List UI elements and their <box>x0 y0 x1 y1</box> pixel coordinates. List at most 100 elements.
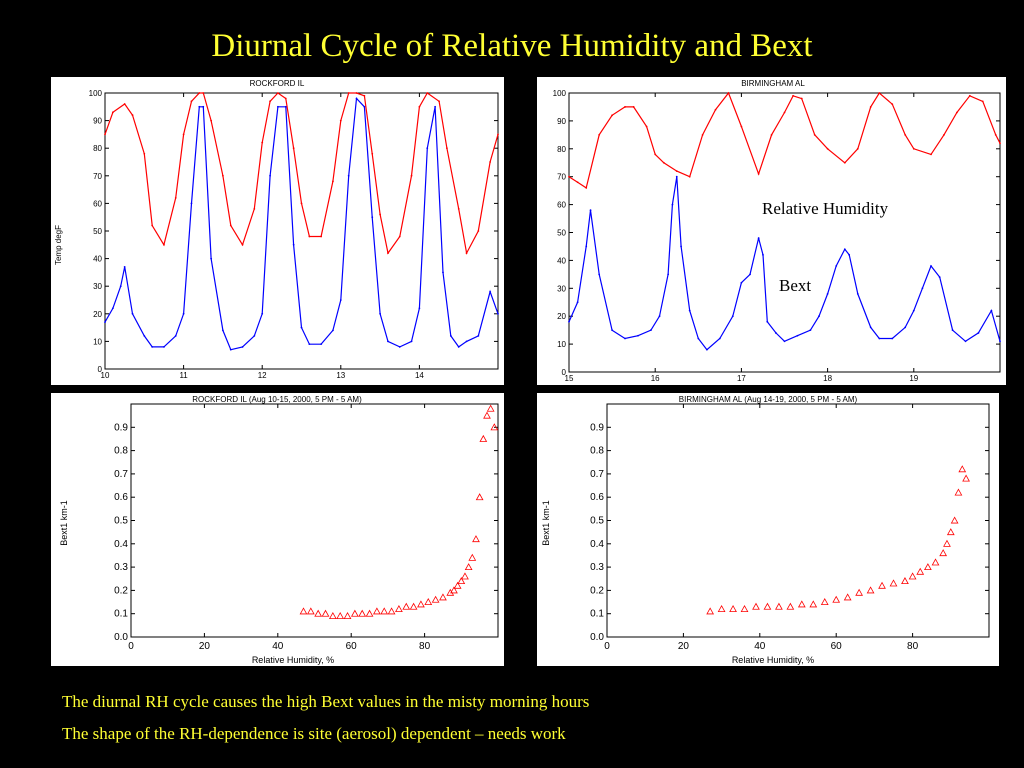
scatter-point <box>328 612 337 619</box>
bext-point <box>977 332 980 334</box>
scatter-point <box>809 600 818 608</box>
bext-annotation: Bext <box>779 276 811 295</box>
bext-point <box>190 202 193 205</box>
scatter-point <box>365 609 374 617</box>
y-tick-label: 0.0 <box>114 632 128 643</box>
plot-frame <box>130 403 499 638</box>
scatter-point <box>424 598 433 606</box>
bext-point <box>826 292 829 295</box>
y-tick-label: 60 <box>557 201 566 210</box>
birmingham-scatter-chart: BIRMINGHAM AL (Aug 14-19, 2000, 5 PM - 5… <box>541 395 990 665</box>
relative-humidity-point <box>229 224 232 227</box>
relative-humidity-point <box>104 133 106 136</box>
bext-point <box>198 105 201 108</box>
birmingham-scatter-panel: BIRMINGHAM AL (Aug 14-19, 2000, 5 PM - 5… <box>537 393 999 666</box>
relative-humidity-point <box>202 92 205 94</box>
scatter-point <box>373 607 381 615</box>
y-tick-label: 0.8 <box>590 446 604 457</box>
bext-point <box>731 315 734 318</box>
bext-point <box>688 309 691 312</box>
relative-humidity-point <box>477 230 480 232</box>
scatter-point <box>475 493 484 501</box>
chart-title: BIRMINGHAM AL <box>741 79 805 88</box>
relative-humidity-point <box>347 92 350 94</box>
scatter-point <box>464 563 473 571</box>
y-tick-label: 0.7 <box>114 469 128 480</box>
relative-humidity-point <box>131 114 134 116</box>
relative-humidity-point <box>222 174 224 177</box>
birmingham-timeseries-chart: BIRMINGHAM AL Relative Humidity Bext 0 10… <box>553 79 1001 383</box>
relative-humidity-point <box>387 252 389 254</box>
scatter-point <box>954 488 963 496</box>
caption-rh-dependence: The shape of the RH-dependence is site (… <box>62 724 566 743</box>
relative-humidity-point <box>465 252 468 254</box>
scatter-point <box>350 609 359 617</box>
scatter-point <box>946 528 955 536</box>
y-tick-label: 60 <box>93 199 102 208</box>
y-tick-label: 10 <box>557 340 566 349</box>
y-axis-label: Temp degF <box>54 225 63 265</box>
relative-humidity-point <box>277 92 279 94</box>
bext-point <box>667 273 670 276</box>
scatter-point <box>431 595 440 603</box>
x-tick-label: 10 <box>101 371 110 380</box>
plot-frame <box>568 92 1001 373</box>
relative-humidity-point <box>757 173 760 175</box>
bext-point <box>856 292 859 295</box>
y-tick-label: 0.7 <box>590 469 604 480</box>
relative-humidity-point <box>792 94 795 97</box>
relative-humidity-point <box>363 94 366 97</box>
relative-humidity-point <box>968 94 971 97</box>
x-tick-label: 0 <box>128 641 134 652</box>
relative-humidity-point <box>339 119 342 122</box>
scatter-point <box>343 612 352 619</box>
bext-point <box>796 334 799 337</box>
relative-humidity-point <box>253 208 256 210</box>
bext-point <box>930 265 932 267</box>
relative-humidity-point <box>943 133 945 136</box>
relative-humidity-series <box>104 92 499 255</box>
scatter-point <box>387 607 396 615</box>
bext-point <box>457 346 460 348</box>
y-tick-label: 0.4 <box>114 539 128 550</box>
scatter-point <box>924 563 932 571</box>
scatter-point <box>866 586 875 594</box>
bext-point <box>398 346 401 348</box>
y-tick-label: 100 <box>553 89 567 98</box>
x-tick-label: 17 <box>737 374 746 383</box>
bext-series <box>104 97 499 351</box>
x-tick-label: 80 <box>907 641 919 652</box>
bext-point <box>818 315 820 318</box>
bext-point <box>848 253 851 256</box>
y-tick-label: 20 <box>93 310 102 319</box>
scatter-point <box>450 586 458 594</box>
relative-humidity-annotation: Relative Humidity <box>762 199 889 218</box>
bext-point <box>104 321 106 323</box>
scatter-point <box>931 558 940 566</box>
chart-title: BIRMINGHAM AL (Aug 14-19, 2000, 5 PM - 5… <box>679 395 858 404</box>
bext-point <box>783 340 786 343</box>
scatter-point <box>889 579 898 587</box>
y-tick-label: 0.3 <box>590 562 604 573</box>
scatter-point <box>908 572 917 580</box>
bext-point <box>706 348 708 351</box>
bext-point <box>284 105 287 108</box>
relative-humidity-point <box>111 111 114 114</box>
relative-humidity-point <box>446 147 448 150</box>
relative-humidity-point <box>912 147 915 150</box>
relative-humidity-point <box>645 125 648 128</box>
relative-humidity-point <box>355 92 358 94</box>
bext-point <box>363 105 366 108</box>
relative-humidity-point <box>241 243 244 246</box>
relative-humidity-point <box>371 152 374 155</box>
bext-point <box>990 309 993 312</box>
relative-humidity-point <box>740 125 743 128</box>
y-tick-label: 90 <box>93 117 102 126</box>
relative-humidity-point <box>632 106 635 108</box>
scatter-point <box>380 607 389 615</box>
y-tick-label: 40 <box>93 255 102 264</box>
y-tick-label: 10 <box>93 337 102 346</box>
bext-point <box>442 271 444 274</box>
relative-humidity-point <box>568 175 570 178</box>
y-tick-label: 0.9 <box>590 422 604 433</box>
